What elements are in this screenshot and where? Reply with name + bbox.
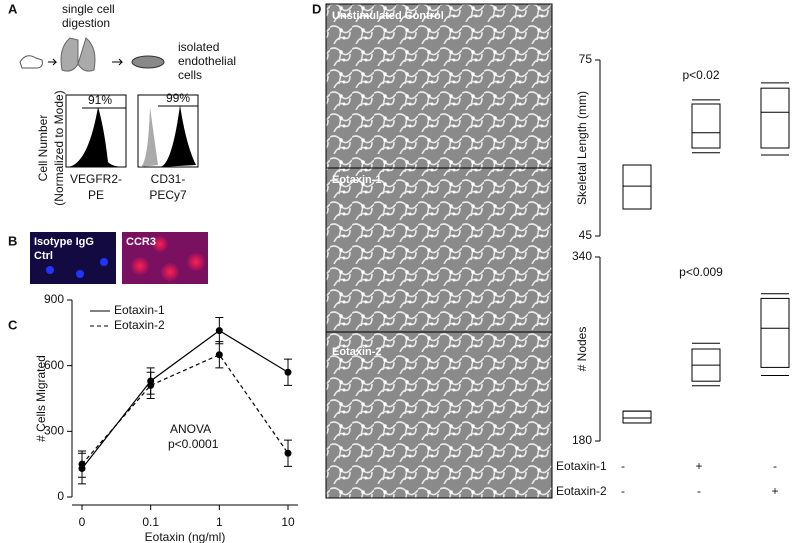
micrograph	[325, 167, 553, 333]
image-label: CCR3	[126, 236, 156, 248]
panel-label: D	[312, 1, 321, 16]
legend-label: Eotaxin-2	[114, 318, 165, 332]
y-tick-label: 300	[44, 424, 64, 438]
step-text: digestion	[62, 16, 110, 30]
box	[622, 164, 652, 210]
histogram	[140, 107, 158, 167]
micrograph	[325, 331, 553, 499]
row-label: Eotaxin-1	[556, 459, 607, 473]
annotation: p<0.02	[682, 68, 719, 82]
box	[760, 87, 790, 149]
histogram	[68, 107, 126, 167]
condition-sign: -	[621, 484, 625, 498]
annotation: ANOVA	[170, 422, 211, 436]
point	[78, 460, 86, 468]
step-text: cells	[178, 68, 202, 82]
series-line	[81, 353, 289, 465]
x-tick-label: 10	[281, 515, 295, 529]
panel-label: A	[8, 1, 18, 16]
x-axis-label: PE	[88, 188, 104, 202]
y-tick-label: 900	[44, 292, 64, 306]
x-axis-label: VEGFR2-	[70, 172, 122, 186]
condition-sign: -	[773, 459, 777, 473]
y-tick-label: 75	[579, 52, 593, 66]
panel-label: C	[8, 317, 18, 332]
micrograph	[325, 3, 553, 169]
row-label: Eotaxin-2	[556, 484, 607, 498]
percent-label: 99%	[166, 91, 190, 105]
step-text: endothelial	[178, 54, 236, 68]
x-axis-label: CD31-	[151, 172, 186, 186]
box	[691, 103, 721, 149]
point	[284, 449, 292, 457]
box	[622, 410, 652, 424]
mouse-icon	[19, 55, 43, 69]
x-axis-label: PECy7	[149, 188, 187, 202]
y-tick-label: 45	[579, 228, 593, 242]
x-tick-label: 1	[216, 515, 223, 529]
condition-sign: -	[621, 459, 625, 473]
x-axis-label: Eotaxin (ng/ml)	[145, 530, 226, 543]
y-axis-label: # Cells Migrated	[34, 355, 48, 442]
panel-label: B	[8, 233, 17, 248]
condition-sign: +	[695, 459, 702, 473]
image-label: Eotaxin-2	[332, 346, 382, 358]
condition-sign: +	[771, 484, 778, 498]
point	[215, 327, 223, 335]
x-tick-label: 0	[79, 515, 86, 529]
annotation: p<0.009	[679, 265, 723, 279]
image-label: Isotype IgG	[34, 236, 94, 248]
y-axis-label: (Normalized to Mode)	[52, 90, 66, 205]
legend-label: Eotaxin-1	[114, 303, 165, 317]
arrow	[112, 58, 124, 66]
y-axis-label: Skeletal Length (mm)	[575, 91, 589, 205]
y-axis-label: Cell Number	[36, 115, 50, 182]
y-tick-label: 600	[44, 358, 64, 372]
step-text: single cell	[62, 2, 115, 16]
x-tick-label: 0.1	[142, 515, 159, 529]
condition-sign: -	[697, 484, 701, 498]
y-tick-label: 0	[57, 489, 64, 503]
image-label: Ctrl	[34, 250, 53, 262]
image-label: Unstimulated Control	[332, 10, 444, 22]
y-tick-label: 180	[572, 433, 592, 447]
box	[760, 297, 790, 368]
annotation: p<0.0001	[168, 437, 219, 451]
histogram-frame	[137, 94, 199, 168]
arrow	[48, 58, 58, 66]
dish-icon	[131, 55, 165, 69]
image-label: Eotaxin-1	[332, 174, 382, 186]
point	[147, 381, 155, 389]
lungs-icon	[60, 37, 96, 72]
point	[284, 368, 292, 376]
y-axis-label: # Nodes	[575, 327, 589, 372]
micrograph	[30, 232, 116, 284]
step-text: isolated	[178, 40, 219, 54]
y-tick-label: 340	[572, 249, 592, 263]
percent-label: 91%	[88, 93, 112, 107]
point	[215, 351, 223, 359]
histogram	[160, 105, 196, 167]
